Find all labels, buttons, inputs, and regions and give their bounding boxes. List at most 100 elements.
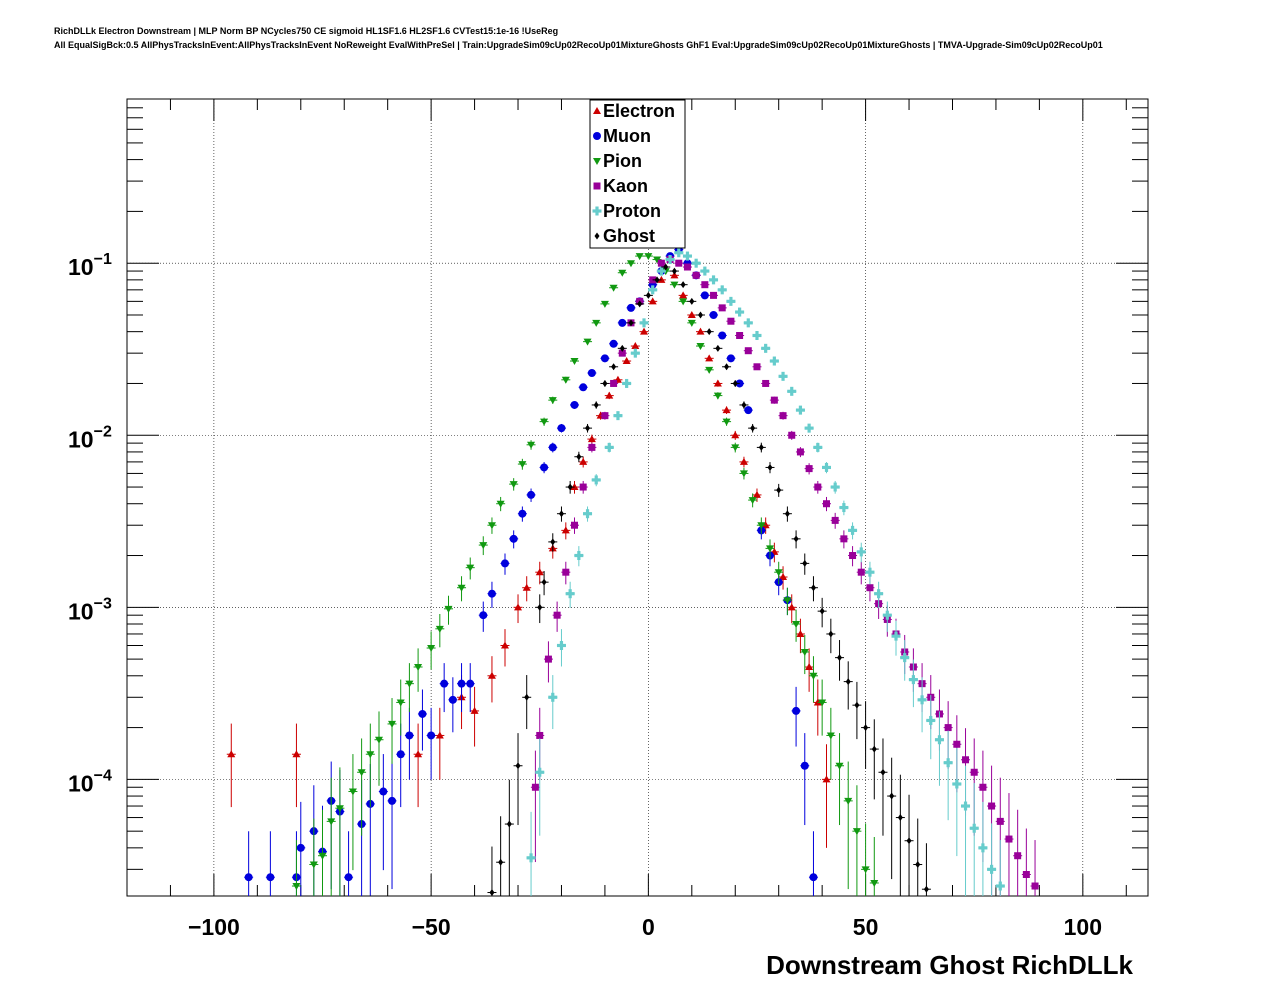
- data-point: [697, 311, 703, 319]
- data-point: [874, 589, 884, 599]
- data-point: [835, 762, 844, 770]
- data-point: [682, 251, 692, 261]
- data-point: [748, 497, 757, 505]
- data-point: [757, 522, 766, 530]
- data-point: [388, 796, 397, 805]
- data-point: [567, 483, 573, 491]
- data-point: [710, 291, 718, 299]
- data-point: [548, 397, 557, 405]
- data-point: [906, 837, 912, 845]
- data-point: [506, 820, 512, 828]
- data-point: [487, 671, 496, 679]
- data-point: [227, 750, 236, 758]
- data-point: [691, 258, 701, 268]
- data-point: [865, 567, 875, 577]
- data-point: [726, 354, 735, 363]
- data-point: [648, 285, 658, 295]
- data-point: [969, 823, 979, 833]
- data-point: [557, 424, 566, 433]
- data-point: [700, 266, 710, 276]
- data-point: [852, 828, 861, 836]
- data-point: [335, 805, 344, 813]
- data-point: [944, 724, 952, 732]
- data-point: [622, 378, 632, 388]
- legend-label: Pion: [603, 151, 642, 171]
- data-point: [701, 281, 709, 289]
- data-point: [626, 303, 635, 312]
- legend-item-kaon: Kaon: [593, 176, 648, 196]
- data-point: [518, 461, 527, 469]
- data-point: [536, 731, 544, 739]
- data-point: [583, 338, 592, 346]
- data-point: [978, 843, 988, 853]
- legend-item-pion: Pion: [593, 151, 642, 171]
- data-point: [987, 864, 997, 874]
- data-point: [670, 271, 679, 279]
- legend-label: Kaon: [603, 176, 648, 196]
- y-tick-label: 10−2: [68, 423, 112, 452]
- data-point: [515, 762, 521, 770]
- data-point: [722, 406, 731, 414]
- data-point: [762, 379, 770, 387]
- data-point: [610, 379, 618, 387]
- data-point: [779, 412, 787, 420]
- data-point: [579, 457, 588, 465]
- data-point: [457, 679, 466, 688]
- data-point: [414, 750, 423, 758]
- data-point: [457, 584, 466, 592]
- data-point: [531, 783, 539, 791]
- data-point: [588, 443, 596, 451]
- data-point: [524, 693, 530, 701]
- data-point: [470, 706, 479, 714]
- data-point: [679, 291, 688, 299]
- data-point: [535, 568, 544, 576]
- data-point: [654, 276, 660, 284]
- data-point: [585, 424, 591, 432]
- data-point: [687, 319, 696, 327]
- data-point: [671, 267, 677, 275]
- data-point: [509, 481, 518, 489]
- data-point: [653, 256, 662, 264]
- data-point: [674, 248, 684, 258]
- data-point: [396, 750, 405, 759]
- data-point: [713, 379, 722, 387]
- data-point: [778, 371, 788, 381]
- data-point: [1014, 852, 1022, 860]
- data-point: [709, 275, 719, 285]
- data-point: [795, 405, 805, 415]
- data-point: [863, 724, 869, 732]
- data-point: [550, 538, 556, 546]
- data-point: [1031, 882, 1039, 890]
- data-point: [479, 542, 488, 550]
- data-point: [821, 462, 831, 472]
- data-point: [600, 300, 609, 308]
- legend-item-electron: Electron: [593, 101, 675, 121]
- data-point: [804, 423, 814, 433]
- data-point: [600, 354, 609, 363]
- data-point: [579, 483, 587, 491]
- series-electron: [226, 271, 831, 848]
- data-point: [800, 648, 809, 656]
- data-point: [915, 861, 921, 869]
- data-point: [900, 653, 910, 663]
- data-point: [814, 483, 822, 491]
- data-point: [784, 510, 790, 518]
- data-point: [526, 853, 536, 863]
- data-point: [731, 431, 740, 439]
- data-point: [713, 392, 722, 400]
- legend-item-proton: Proton: [592, 201, 661, 221]
- data-point: [822, 500, 830, 508]
- legend-box: [589, 99, 686, 249]
- data-point: [717, 285, 727, 295]
- data-point: [622, 357, 631, 365]
- data-point: [388, 720, 397, 728]
- data-point: [970, 768, 978, 776]
- data-point: [611, 363, 617, 371]
- data-point: [665, 255, 675, 265]
- legend-label: Electron: [603, 101, 675, 121]
- data-point: [800, 761, 809, 770]
- data-point: [917, 695, 927, 705]
- data-point: [1005, 835, 1013, 843]
- data-point: [761, 343, 771, 353]
- data-point: [396, 699, 405, 707]
